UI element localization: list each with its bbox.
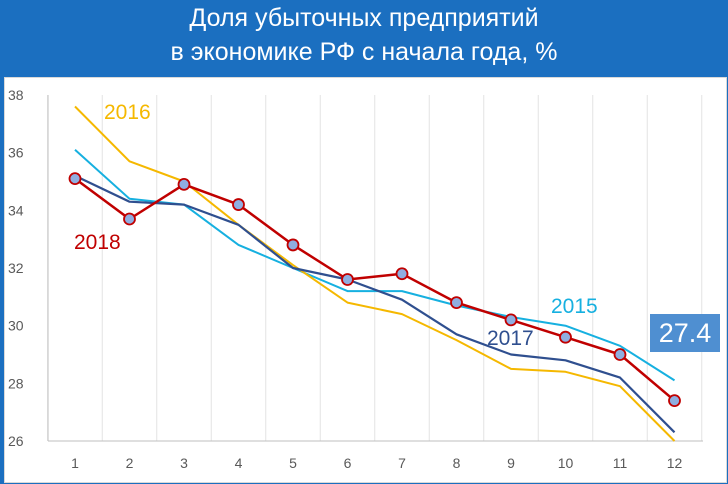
data-point-2018 xyxy=(232,198,245,211)
x-tick-label: 11 xyxy=(613,455,628,471)
data-point-2018 xyxy=(341,273,354,286)
data-point-2018 xyxy=(123,212,136,226)
x-tick-label: 5 xyxy=(289,455,297,471)
grid xyxy=(47,95,703,441)
y-tick-label: 38 xyxy=(8,87,24,103)
title-line-1: Доля убыточных предприятий xyxy=(189,4,539,32)
series-line-2016 xyxy=(74,105,676,442)
series-label-2015: 2015 xyxy=(551,295,598,318)
x-tick-label: 10 xyxy=(558,455,574,471)
x-tick-label: 12 xyxy=(667,455,683,471)
title-line-2: в экономике РФ с начала года, % xyxy=(170,38,558,66)
y-tick-label: 36 xyxy=(8,145,24,161)
series-line-2017 xyxy=(74,174,676,434)
y-tick-label: 28 xyxy=(8,375,24,391)
x-tick-label: 4 xyxy=(235,455,243,471)
last-value-callout: 27.4 xyxy=(650,314,720,352)
data-point-2018 xyxy=(395,267,409,281)
series-line-2018 xyxy=(74,177,676,402)
data-point-2018 xyxy=(286,238,300,252)
series-labels: 2015 2016 2017 2018 xyxy=(74,101,598,350)
x-tick-label: 7 xyxy=(398,455,406,471)
data-point-2018 xyxy=(68,172,82,186)
series-label-2018: 2018 xyxy=(74,231,121,254)
series xyxy=(68,105,681,442)
y-tick-label: 30 xyxy=(8,318,24,334)
data-point-2018 xyxy=(559,330,572,344)
plot-panel xyxy=(4,77,727,483)
series-label-2017: 2017 xyxy=(487,327,534,350)
x-tick-label: 1 xyxy=(71,455,79,471)
y-tick-label: 34 xyxy=(8,202,24,218)
data-point-2018 xyxy=(504,313,518,327)
y-tick-label: 26 xyxy=(8,433,24,449)
x-tick-label: 6 xyxy=(344,455,352,471)
x-tick-label: 8 xyxy=(453,455,461,471)
data-point-2018 xyxy=(668,394,681,408)
header: Доля убыточных предприятий в экономике Р… xyxy=(0,0,728,72)
y-tick-label: 32 xyxy=(8,260,24,276)
data-point-2018 xyxy=(177,177,191,191)
x-tick-label: 2 xyxy=(126,455,134,471)
x-tick-label: 9 xyxy=(507,455,515,471)
x-tick-label: 3 xyxy=(180,455,188,471)
data-point-2018 xyxy=(450,296,463,310)
data-point-2018 xyxy=(613,348,627,361)
series-label-2016: 2016 xyxy=(104,101,151,124)
